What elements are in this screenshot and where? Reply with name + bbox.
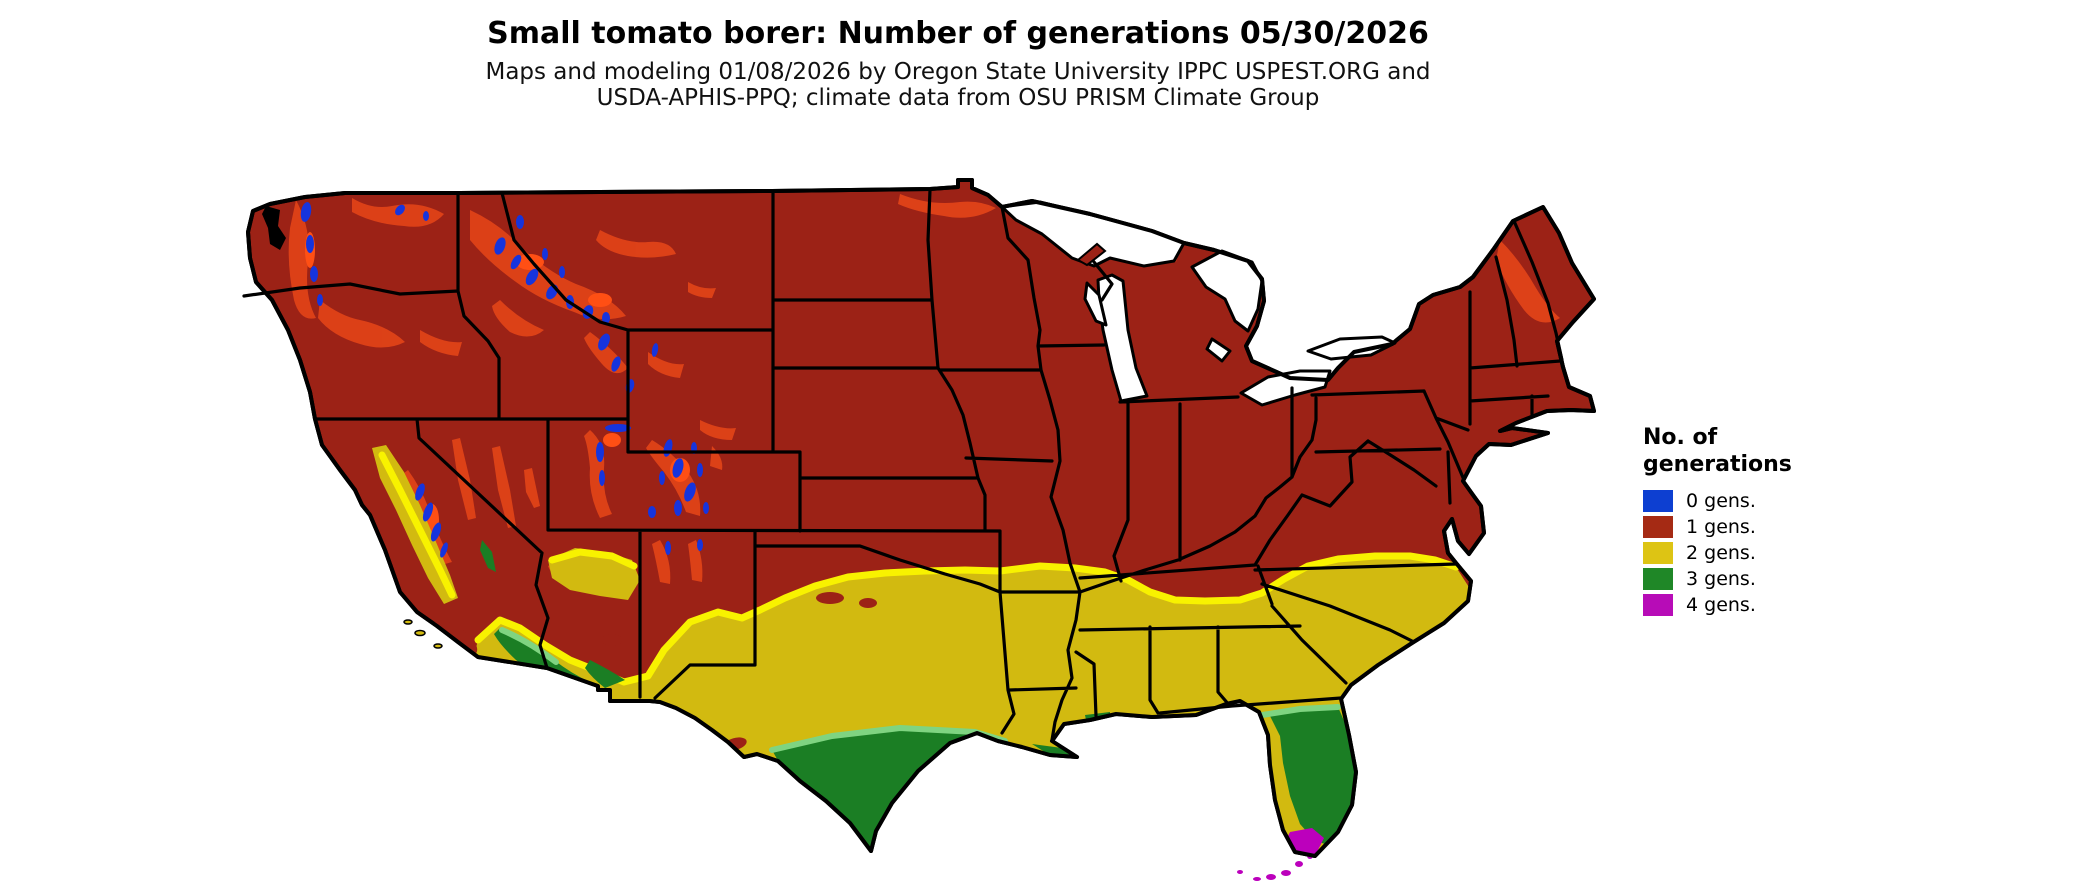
keweenaw-peninsula [1076, 242, 1107, 267]
legend: No. of generations 0 gens. 1 gens. 2 gen… [1643, 424, 1863, 618]
legend-item: 1 gens. [1643, 514, 1863, 540]
green-bay [1083, 281, 1108, 327]
legend-item: 4 gens. [1643, 592, 1863, 618]
legend-item: 3 gens. [1643, 566, 1863, 592]
puget-sound [262, 206, 286, 250]
map-subtitle-line2: USDA-APHIS-PPQ; climate data from OSU PR… [596, 85, 1320, 111]
channel-islands [403, 619, 443, 649]
legend-swatch-4-gens [1643, 594, 1673, 616]
legend-label-1-gens: 1 gens. [1686, 516, 1756, 538]
legend-swatch-0-gens [1643, 490, 1673, 512]
legend-label-2-gens: 2 gens. [1686, 542, 1756, 564]
gen1-orange-mottle-layer [288, 194, 1560, 588]
state-borders [242, 188, 1564, 742]
legend-swatch-1-gens [1643, 516, 1673, 538]
legend-swatch-2-gens [1643, 542, 1673, 564]
gen0-blue-layer [300, 202, 709, 558]
legend-title-line1: No. of [1643, 425, 1718, 450]
map-subtitle-line1: Maps and modeling 01/08/2026 by Oregon S… [485, 59, 1431, 85]
legend-swatch-3-gens [1643, 568, 1673, 590]
legend-title: No. of generations [1643, 424, 1863, 478]
gen4-magenta-layer [1286, 828, 1324, 854]
map-subtitle: Maps and modeling 01/08/2026 by Oregon S… [0, 60, 1916, 112]
legend-title-line2: generations [1643, 452, 1792, 477]
legend-item: 0 gens. [1643, 488, 1863, 514]
map-title: Small tomato borer: Number of generation… [487, 16, 1429, 51]
us-coastline [246, 178, 1596, 858]
legend-item: 2 gens. [1643, 540, 1863, 566]
saginaw-bay [1205, 337, 1232, 363]
legend-label-0-gens: 0 gens. [1686, 490, 1756, 512]
legend-label-4-gens: 4 gens. [1686, 594, 1756, 616]
legend-label-3-gens: 3 gens. [1686, 568, 1756, 590]
florida-keys [1237, 853, 1313, 881]
